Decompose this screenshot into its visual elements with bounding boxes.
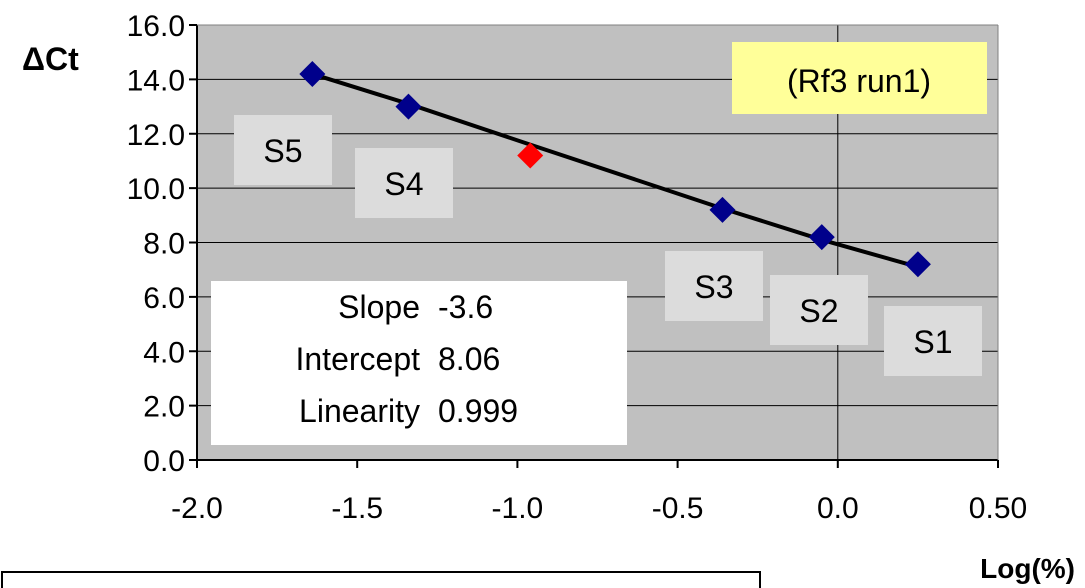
point-label-s1: S1 [913,324,952,360]
point-label-s3: S3 [694,269,733,305]
x-tick-label: 0.50 [969,492,1027,525]
axes [189,24,999,468]
tick-labels: 0.0 2.0 4.0 6.0 8.0 10.0 12.0 14.0 16.0 -2.0 -1.5 -… [127,10,1028,525]
standard-point-s1 [904,251,931,278]
x-tick-label: -0.5 [652,492,704,525]
y-tick-label: 0.0 [143,445,185,478]
y-tick-label: 2.0 [143,391,185,424]
point-label-s4: S4 [384,166,423,202]
y-tick-label: 8.0 [143,228,185,261]
run-label-box [732,42,987,114]
y-tick-label: 4.0 [143,336,185,369]
stat-intercept-name: Intercept [295,341,420,377]
x-tick-label: -1.5 [331,492,383,525]
x-tick-label: 0.0 [817,492,859,525]
point-label-s2: S2 [799,293,838,329]
stat-linearity-name: Linearity [299,393,420,429]
standard-point-s2 [808,224,835,251]
stat-slope-value: -3.6 [438,289,493,325]
x-tick-label: -2.0 [171,492,223,525]
run-label: (Rf3 run1) [787,63,931,99]
caption-frame [1,571,761,588]
y-axis-title: ΔCt [22,41,79,77]
stat-intercept-value: 8.06 [438,341,500,377]
standard-point-s5 [299,60,326,87]
standard-point-s3 [709,196,736,223]
y-tick-label: 12.0 [127,119,185,152]
y-tick-label: 6.0 [143,282,185,315]
trendline-group [311,72,919,269]
stat-slope-name: Slope [338,289,420,325]
stat-linearity-value: 0.999 [438,393,518,429]
stats-box [211,281,627,445]
trendline [311,72,919,269]
point-label-s5: S5 [263,133,302,169]
y-tick-label: 16.0 [127,10,185,43]
point-label-box-s3 [665,251,763,321]
sample-point [517,142,544,169]
point-labels: S5 S4 S3 S2 S1 [234,115,982,376]
y-tick-label: 14.0 [127,64,185,97]
data-points [299,60,931,278]
point-label-box-s4 [355,148,453,218]
standard-point-s4 [395,93,422,120]
y-tick-label: 10.0 [127,173,185,206]
x-tick-label: -1.0 [492,492,544,525]
point-label-box-s5 [234,115,332,185]
point-label-box-s2 [770,275,868,345]
point-label-box-s1 [884,306,982,376]
x-axis-title: Log(%) [980,553,1075,584]
